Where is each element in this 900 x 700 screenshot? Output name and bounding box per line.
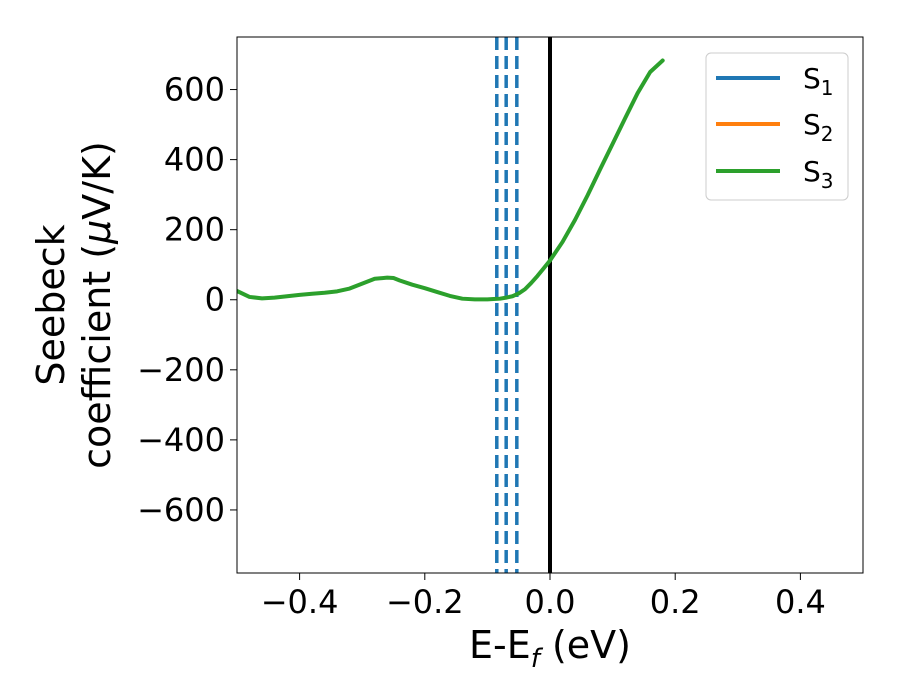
legend-label-s1: S1	[803, 62, 834, 100]
legend-label-s3: S3	[803, 155, 834, 193]
y-axis-label-line2: coefficient (μV/K)	[75, 141, 119, 469]
x-tick-label: 0.4	[775, 583, 826, 621]
y-tick-label: −400	[137, 421, 225, 459]
series-line-0	[237, 58, 665, 302]
legend: S1 S2 S3	[705, 52, 849, 201]
y-axis-label: Seebeck coefficient (μV/K)	[29, 141, 119, 469]
legend-frame	[705, 52, 849, 201]
y-tick-label: 200	[164, 211, 225, 249]
y-tick-label: 400	[164, 141, 225, 179]
x-tick-label: 0.2	[650, 583, 701, 621]
x-tick-label: −0.4	[261, 583, 339, 621]
y-axis: −600 −400 −200 0 200 400 600	[137, 71, 237, 529]
y-tick-label: −200	[137, 351, 225, 389]
y-axis-label-line1: Seebeck	[29, 224, 73, 385]
x-tick-label: −0.2	[386, 583, 464, 621]
y-tick-label: −600	[137, 491, 225, 529]
legend-label-s2: S2	[803, 108, 834, 146]
x-tick-label: 0.0	[525, 583, 576, 621]
y-tick-label: 600	[164, 71, 225, 109]
y-tick-label: 0	[205, 281, 225, 319]
x-axis-label: E-Ef (eV)	[469, 623, 631, 674]
x-axis: −0.4 −0.2 0.0 0.2 0.4	[261, 573, 826, 621]
